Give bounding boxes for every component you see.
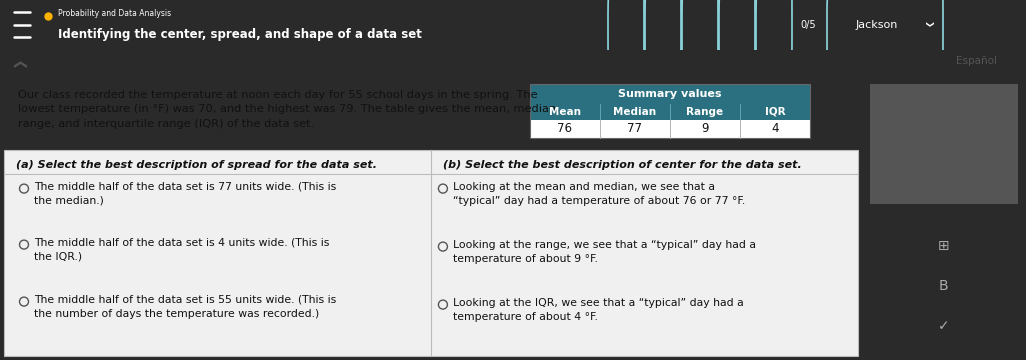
Text: Our class recorded the temperature at noon each day for 55 school days in the sp: Our class recorded the temperature at no… <box>18 90 538 100</box>
Text: the median.): the median.) <box>34 195 104 206</box>
Text: Looking at the IQR, we see that a “typical” day had a: Looking at the IQR, we see that a “typic… <box>452 298 744 307</box>
Text: 4: 4 <box>772 122 779 135</box>
Text: 9: 9 <box>701 122 709 135</box>
FancyBboxPatch shape <box>870 84 1018 203</box>
Text: range, and interquartile range (IQR) of the data set.: range, and interquartile range (IQR) of … <box>18 118 314 129</box>
Text: ❯: ❯ <box>13 57 27 68</box>
FancyBboxPatch shape <box>4 150 858 356</box>
Text: Summary values: Summary values <box>619 89 721 99</box>
Text: temperature of about 9 °F.: temperature of about 9 °F. <box>452 253 598 264</box>
Text: Looking at the range, we see that a “typical” day had a: Looking at the range, we see that a “typ… <box>452 240 756 249</box>
Text: Looking at the mean and median, we see that a: Looking at the mean and median, we see t… <box>452 181 715 192</box>
FancyBboxPatch shape <box>530 84 810 104</box>
FancyBboxPatch shape <box>530 104 810 120</box>
Text: temperature of about 4 °F.: temperature of about 4 °F. <box>452 312 598 321</box>
Text: 76: 76 <box>557 122 573 135</box>
Text: Español: Español <box>956 57 997 66</box>
Text: lowest temperature (in °F) was 70, and the highest was 79. The table gives the m: lowest temperature (in °F) was 70, and t… <box>18 104 560 114</box>
Text: (a) Select the best description of spread for the data set.: (a) Select the best description of sprea… <box>16 159 377 170</box>
Text: The middle half of the data set is 77 units wide. (This is: The middle half of the data set is 77 un… <box>34 181 337 192</box>
Text: The middle half of the data set is 4 units wide. (This is: The middle half of the data set is 4 uni… <box>34 238 329 248</box>
Text: B: B <box>939 279 949 293</box>
Text: The middle half of the data set is 55 units wide. (This is: The middle half of the data set is 55 un… <box>34 294 337 305</box>
Text: Jackson: Jackson <box>856 20 898 30</box>
Text: IQR: IQR <box>764 107 785 117</box>
Text: Probability and Data Analysis: Probability and Data Analysis <box>58 9 171 18</box>
Text: 77: 77 <box>628 122 642 135</box>
Text: ❯: ❯ <box>923 21 933 28</box>
Text: Identifying the center, spread, and shape of a data set: Identifying the center, spread, and shap… <box>58 28 422 41</box>
Text: “typical” day had a temperature of about 76 or 77 °F.: “typical” day had a temperature of about… <box>452 195 745 206</box>
Text: ⊞: ⊞ <box>938 239 950 253</box>
Text: (b) Select the best description of center for the data set.: (b) Select the best description of cente… <box>443 159 801 170</box>
Text: 0/5: 0/5 <box>800 20 816 30</box>
Text: the number of days the temperature was recorded.): the number of days the temperature was r… <box>34 309 319 319</box>
Text: Range: Range <box>686 107 723 117</box>
FancyBboxPatch shape <box>530 120 810 138</box>
Text: the IQR.): the IQR.) <box>34 252 82 262</box>
Text: Mean: Mean <box>549 107 581 117</box>
Text: Median: Median <box>614 107 657 117</box>
Text: ✓: ✓ <box>938 319 950 333</box>
